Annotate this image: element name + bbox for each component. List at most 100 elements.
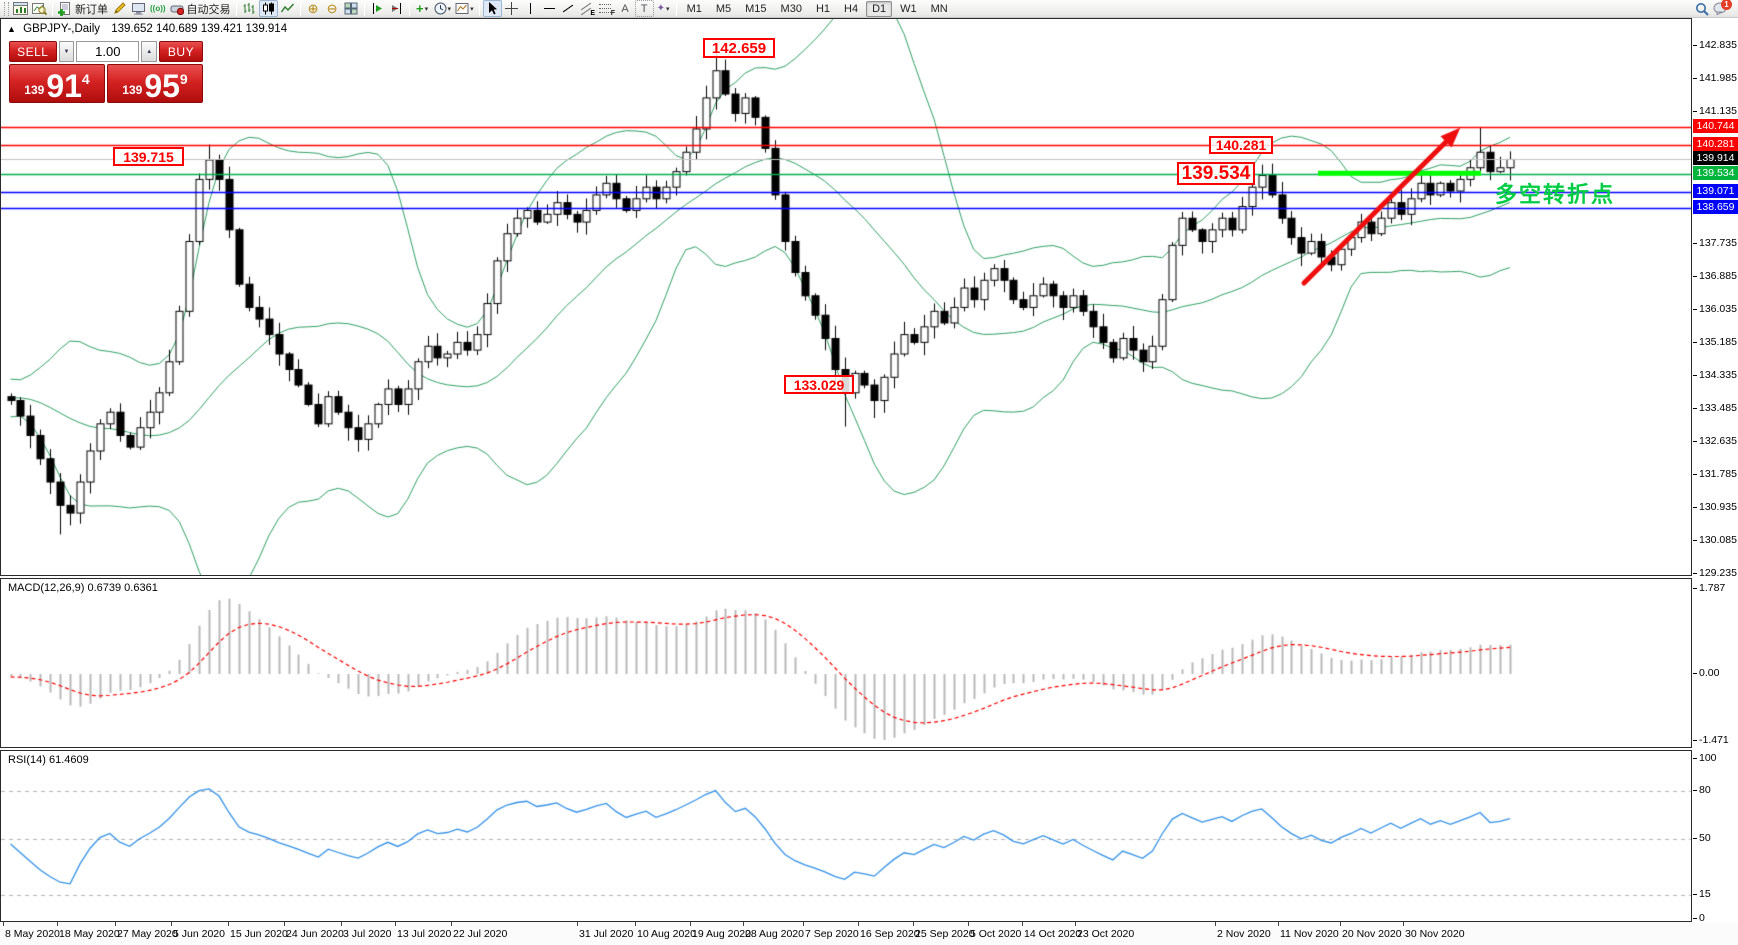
volume-increase-button[interactable]: ▲ [141, 41, 158, 62]
sell-price-button[interactable]: 139 91 4 [9, 64, 105, 103]
price-annotation-june_peak[interactable]: 139.715 [113, 147, 184, 166]
rsi-canvas[interactable] [1, 751, 1691, 921]
zoom-in-icon[interactable]: ⊕ [307, 0, 319, 16]
new-order-label: 新订单 [75, 3, 108, 16]
autotrading-label: 自动交易 [186, 3, 231, 16]
templates-icon[interactable]: ▾ [453, 0, 476, 17]
buy-price-sup: 9 [179, 71, 188, 87]
axis-tick-label: 136.035 [1692, 303, 1738, 316]
axis-tick-label: 134.335 [1692, 369, 1738, 382]
rsi-panel[interactable]: RSI(14) 61.4609 [0, 750, 1692, 922]
price-annotation-level_main[interactable]: 139.534 [1177, 162, 1255, 185]
collapse-ocp-icon[interactable]: ▲ [7, 24, 16, 34]
text-tool-icon[interactable]: A [621, 2, 629, 15]
terminal-icon[interactable] [129, 0, 148, 17]
axis-tick-label: 50 [1692, 832, 1738, 845]
bar-chart-icon[interactable] [240, 0, 259, 17]
text-label-tool-icon[interactable]: T [634, 0, 654, 17]
date-tick-label: 23 Oct 2020 [1077, 928, 1135, 940]
date-tick-mark [858, 922, 859, 926]
macd-canvas[interactable] [1, 579, 1691, 747]
tf-button-MN[interactable]: MN [930, 2, 948, 15]
axis-tick-label: 130.935 [1692, 501, 1738, 514]
tf-button-W1[interactable]: W1 [900, 2, 917, 15]
date-tick-mark [57, 922, 58, 926]
axis-tick-label: 0.00 [1692, 667, 1738, 680]
axis-tick-label: 80 [1692, 784, 1738, 797]
cursor-icon[interactable] [482, 0, 502, 17]
price-axis[interactable]: 142.835141.985141.135140.285139.435138.5… [1692, 18, 1738, 925]
date-tick-mark [690, 922, 691, 926]
axis-tick-label: 0 [1692, 912, 1738, 925]
macd-panel[interactable]: MACD(12,26,9) 0.6739 0.6361 [0, 578, 1692, 748]
date-tick-mark [743, 922, 744, 926]
price-annotation-sep_low[interactable]: 133.029 [784, 375, 854, 394]
axis-tick-label: 141.135 [1692, 105, 1738, 118]
volume-input[interactable]: 1.00 [76, 41, 140, 62]
turning-point-annotation[interactable]: 多空转折点 [1495, 182, 1616, 207]
date-tick-label: 30 Nov 2020 [1405, 928, 1465, 940]
buy-button[interactable]: BUY [159, 41, 203, 62]
date-tick-label: 2 Nov 2020 [1217, 928, 1271, 940]
chat-notification-icon[interactable]: 1 [1711, 0, 1732, 17]
indicators-add-icon[interactable]: + ▾ [415, 0, 429, 16]
tf-button-H1[interactable]: H1 [815, 2, 831, 15]
date-tick-mark [115, 922, 116, 926]
sell-button[interactable]: SELL [9, 41, 57, 62]
date-tick-label: 8 May 2020 [5, 928, 60, 940]
price-annotation-high[interactable]: 142.659 [703, 38, 775, 58]
equidistant-channel-icon[interactable]: E [578, 0, 597, 17]
date-tick-mark [1075, 922, 1076, 926]
arrows-tool-icon[interactable]: ✦ ▾ [656, 3, 670, 14]
tf-button-M30[interactable]: M30 [780, 2, 802, 15]
profiles-icon[interactable] [30, 0, 49, 17]
date-tick-mark [3, 922, 4, 926]
sell-price-big: 91 [46, 68, 82, 104]
vertical-line-icon[interactable] [521, 0, 540, 17]
axis-tick-label: 131.785 [1692, 468, 1738, 481]
metaeditor-pencil-icon[interactable] [110, 0, 129, 17]
price-level-badge: 139.071 [1693, 184, 1738, 199]
axis-tick-label: 100 [1692, 752, 1738, 765]
date-tick-mark [968, 922, 969, 926]
toolbar-grip[interactable] [4, 1, 9, 16]
fibonacci-icon[interactable]: F [597, 0, 616, 17]
auto-scroll-icon[interactable] [368, 0, 387, 17]
signal-icon[interactable]: ((o)) [150, 4, 166, 13]
new-chart-icon[interactable] [11, 0, 30, 17]
date-tick-label: 7 Sep 2020 [805, 928, 859, 940]
tf-button-H4[interactable]: H4 [844, 2, 859, 15]
axis-tick-label: 141.985 [1692, 72, 1738, 85]
main-chart-panel[interactable]: ▲ GBPJPY-,Daily 139.652 140.689 139.421 … [0, 18, 1692, 576]
horizontal-line-icon[interactable] [540, 0, 559, 17]
trendline-icon[interactable] [559, 0, 578, 17]
date-tick-label: 19 Aug 2020 [692, 928, 751, 940]
chevron-down-icon: ▾ [424, 5, 429, 13]
crosshair-icon[interactable] [502, 0, 521, 17]
chart-shift-icon[interactable] [387, 0, 406, 17]
one-click-trading-panel: SELL ▼ 1.00 ▲ BUY 139 91 4 139 95 9 [9, 41, 203, 103]
date-tick-mark [284, 922, 285, 926]
volume-decrease-button[interactable]: ▼ [58, 41, 75, 62]
tf-button-D1[interactable]: D1 [866, 0, 893, 17]
new-order-button[interactable]: 新订单 [56, 0, 110, 17]
main-chart-canvas[interactable] [1, 19, 1691, 575]
tf-button-M1[interactable]: M1 [686, 2, 702, 15]
price-annotation-level_upper[interactable]: 140.281 [1209, 136, 1273, 154]
autotrading-button[interactable]: 自动交易 [168, 0, 233, 17]
candle-chart-icon[interactable] [258, 0, 278, 17]
tf-button-M5[interactable]: M5 [715, 2, 732, 15]
chevron-down-icon: ▾ [470, 5, 474, 13]
tf-button-M15[interactable]: M15 [745, 2, 767, 15]
tile-windows-icon[interactable] [342, 0, 361, 17]
date-tick-label: 5 Jun 2020 [173, 928, 225, 940]
zoom-out-icon[interactable]: ⊖ [326, 0, 338, 16]
buy-price-button[interactable]: 139 95 9 [107, 64, 203, 103]
axis-tick-label: 1.787 [1692, 582, 1738, 595]
date-axis[interactable]: 8 May 2020 18 May 2020 27 May 2020 5 Jun 20… [0, 922, 1738, 945]
sell-price-sup: 4 [81, 71, 90, 87]
line-chart-icon[interactable] [278, 0, 297, 17]
periods-clock-icon[interactable]: ▾ [432, 0, 454, 17]
axis-tick-label: 136.885 [1692, 270, 1738, 283]
search-icon[interactable] [1692, 0, 1711, 17]
